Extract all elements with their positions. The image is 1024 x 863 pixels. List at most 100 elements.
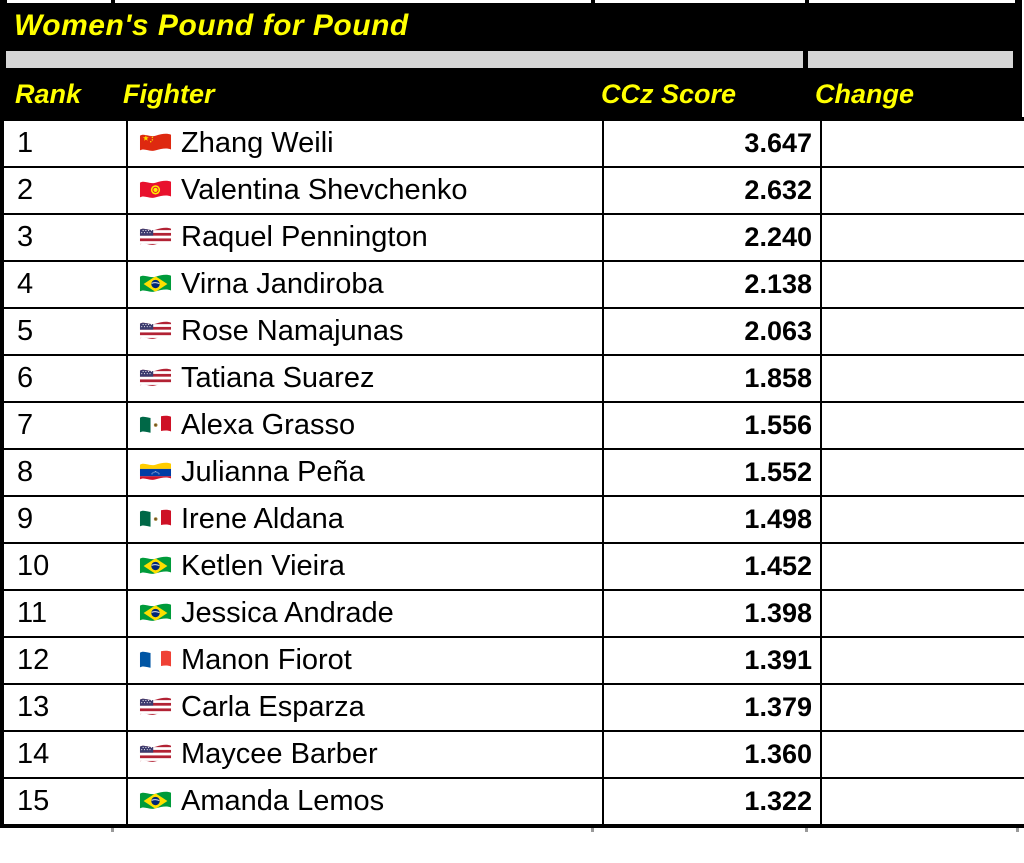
separator-cell-change [808,51,1013,68]
page-title: Women's Pound for Pound [14,8,409,42]
flag-brazil-icon [139,554,172,579]
column-header-fighter: Fighter [123,78,215,109]
fighter-cell: Irene Aldana [126,495,604,544]
fighter-cell: Virna Jandiroba [126,260,604,309]
ccz-score-cell: 1.391 [602,636,822,685]
ccz-score-cell: 3.647 [602,118,822,168]
fighter-cell: Valentina Shevchenko [126,166,604,215]
ccz-score-cell: 1.858 [602,354,822,403]
fighter-name: Valentina Shevchenko [181,174,468,206]
fighter-cell: Tatiana Suarez [126,354,604,403]
table-row: 7 Alexa Grasso 1.556 [1,401,1024,450]
column-header-change: Change [815,78,915,109]
rank-cell: 1 [1,118,128,168]
rank-cell: 12 [1,636,128,685]
rank-cell: 13 [1,683,128,732]
rank-cell: 10 [1,542,128,591]
table-row: 14 Maycee Barber 1.360 [1,730,1024,779]
change-cell [820,213,1024,262]
flag-usa-icon [139,366,172,391]
flag-usa-icon [139,742,172,767]
fighter-name: Ketlen Vieira [181,550,345,582]
table-row: 5 Rose Namajunas 2.063 [1,307,1024,356]
rank-cell: 2 [1,166,128,215]
column-header-ccz-score: CCz Score [601,78,737,109]
change-cell [820,730,1024,779]
ccz-score-cell: 2.063 [602,307,822,356]
flag-mexico-icon [139,507,172,532]
table-row: 11 Jessica Andrade 1.398 [1,589,1024,638]
flag-kyrgyzstan-icon [139,178,172,203]
ccz-score-cell: 1.452 [602,542,822,591]
ccz-score-cell: 1.556 [602,401,822,450]
fighter-cell: Carla Esparza [126,683,604,732]
table-header-row: Rank Fighter CCz Score Change [0,71,1022,117]
ccz-score-cell: 1.398 [602,589,822,638]
ccz-score-cell: 1.360 [602,730,822,779]
change-cell [820,260,1024,309]
fighter-name: Irene Aldana [181,503,344,535]
fighter-cell: Ketlen Vieira [126,542,604,591]
fighter-cell: Jessica Andrade [126,589,604,638]
table-row: 12 Manon Fiorot 1.391 [1,636,1024,685]
flag-china-icon [139,131,172,156]
fighter-cell: Julianna Peña [126,448,604,497]
ccz-score-cell: 2.138 [602,260,822,309]
flag-mexico-icon [139,413,172,438]
rank-cell: 8 [1,448,128,497]
table-row: 8 Julianna Peña 1.552 [1,448,1024,497]
flag-usa-icon [139,695,172,720]
title-bar: Women's Pound for Pound [0,3,1022,48]
fighter-name: Amanda Lemos [181,785,385,817]
ccz-score-cell: 1.552 [602,448,822,497]
change-cell [820,683,1024,732]
bottom-edge-gridline [0,828,1024,835]
ccz-score-cell: 1.498 [602,495,822,544]
rank-cell: 9 [1,495,128,544]
fighter-name: Tatiana Suarez [181,362,375,394]
rank-cell: 3 [1,213,128,262]
flag-usa-icon [139,225,172,250]
change-cell [820,354,1024,403]
fighter-cell: Amanda Lemos [126,777,604,827]
table-row: 2 Valentina Shevchenko 2.632 [1,166,1024,215]
fighter-cell: Zhang Weili [126,118,604,168]
fighter-name: Rose Namajunas [181,315,404,347]
table-row: 4 Virna Jandiroba 2.138 [1,260,1024,309]
table-row: 3 Raquel Pennington 2.240 [1,213,1024,262]
flag-brazil-icon [139,789,172,814]
fighter-cell: Maycee Barber [126,730,604,779]
fighter-cell: Raquel Pennington [126,213,604,262]
change-cell [820,495,1024,544]
change-cell [820,636,1024,685]
rankings-table: 1 Zhang Weili 3.647 2 Valentina Shevchenko 2.… [0,117,1024,828]
fighter-name: Manon Fiorot [181,644,352,676]
change-cell [820,448,1024,497]
change-cell [820,589,1024,638]
table-row: 9 Irene Aldana 1.498 [1,495,1024,544]
fighter-cell: Rose Namajunas [126,307,604,356]
fighter-name: Zhang Weili [181,127,334,159]
change-cell [820,542,1024,591]
fighter-cell: Manon Fiorot [126,636,604,685]
ccz-score-cell: 2.632 [602,166,822,215]
flag-france-icon [139,648,172,673]
table-row: 6 Tatiana Suarez 1.858 [1,354,1024,403]
fighter-name: Raquel Pennington [181,221,428,253]
fighter-name: Julianna Peña [181,456,365,488]
fighter-name: Alexa Grasso [181,409,356,441]
rankings-body: 1 Zhang Weili 3.647 2 Valentina Shevchenko 2.… [1,118,1024,827]
table-row: 15 Amanda Lemos 1.322 [1,777,1024,827]
table-row: 10 Ketlen Vieira 1.452 [1,542,1024,591]
rank-cell: 6 [1,354,128,403]
top-edge-gridline [0,0,1024,3]
ccz-score-cell: 1.322 [602,777,822,827]
fighter-name: Carla Esparza [181,691,365,723]
flag-usa-icon [139,319,172,344]
ccz-score-cell: 1.379 [602,683,822,732]
rank-cell: 4 [1,260,128,309]
flag-brazil-icon [139,601,172,626]
flag-brazil-icon [139,272,172,297]
change-cell [820,166,1024,215]
table-row: 1 Zhang Weili 3.647 [1,118,1024,168]
